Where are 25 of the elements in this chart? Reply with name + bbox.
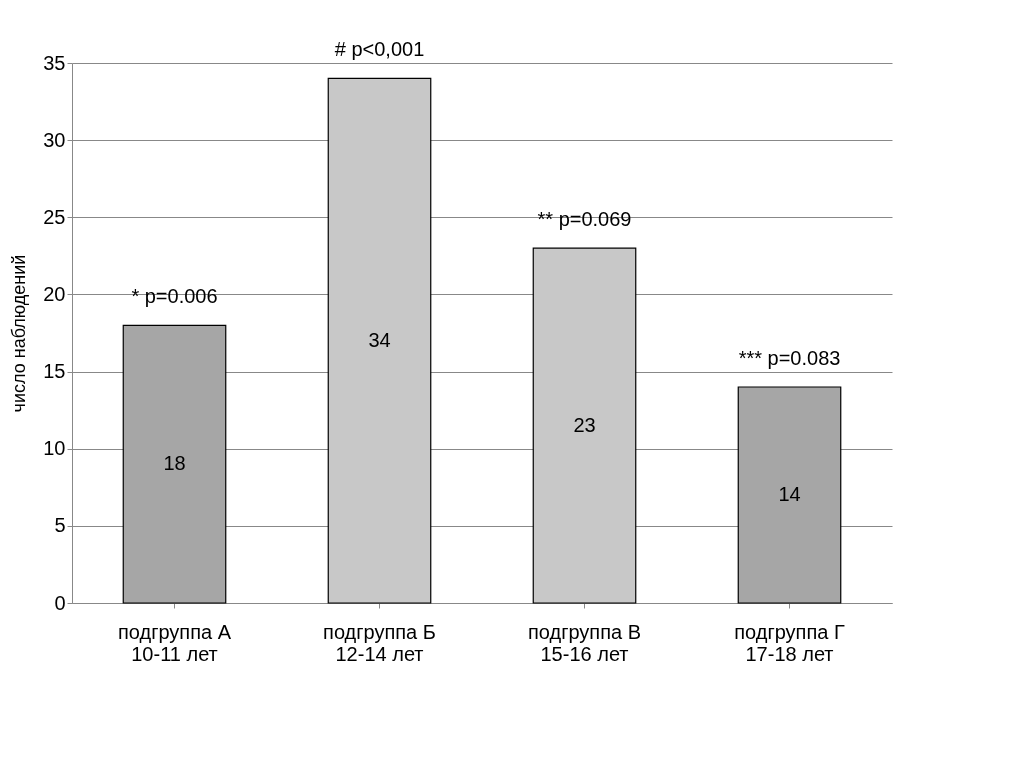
annotation: *** p=0.083 [738,347,841,369]
bar [122,324,227,604]
y-tick-label: 30 [43,128,66,151]
bar [532,247,637,604]
annotation: ** p=0.069 [537,208,632,231]
y-axis-title: число наблюдений [9,254,30,413]
x-tick-label: подгруппа Г 17-18 лет [734,620,845,665]
data-label: 14 [778,483,801,505]
y-tick-label: 25 [43,205,66,228]
annotation: * p=0.006 [131,285,218,308]
data-label: 23 [573,413,596,436]
y-tick-label: 10 [43,437,66,460]
bar [327,77,432,604]
data-label: 18 [163,452,186,475]
y-tick-label: 5 [54,514,66,537]
x-tick-label: подгруппа А 10-11 лет [117,620,232,665]
y-tick-label: 35 [43,51,66,74]
y-tick-label: 20 [43,282,66,305]
data-label: 34 [368,328,391,351]
bar [737,386,842,604]
text: # p<0,001 [334,38,425,61]
y-tick-label: 0 [54,591,66,614]
x-tick-label: подгруппа Б 12-14 лет [323,620,436,665]
y-tick-label: 15 [43,360,66,383]
x-tick-label: подгруппа В 15-16 лет [527,620,642,665]
